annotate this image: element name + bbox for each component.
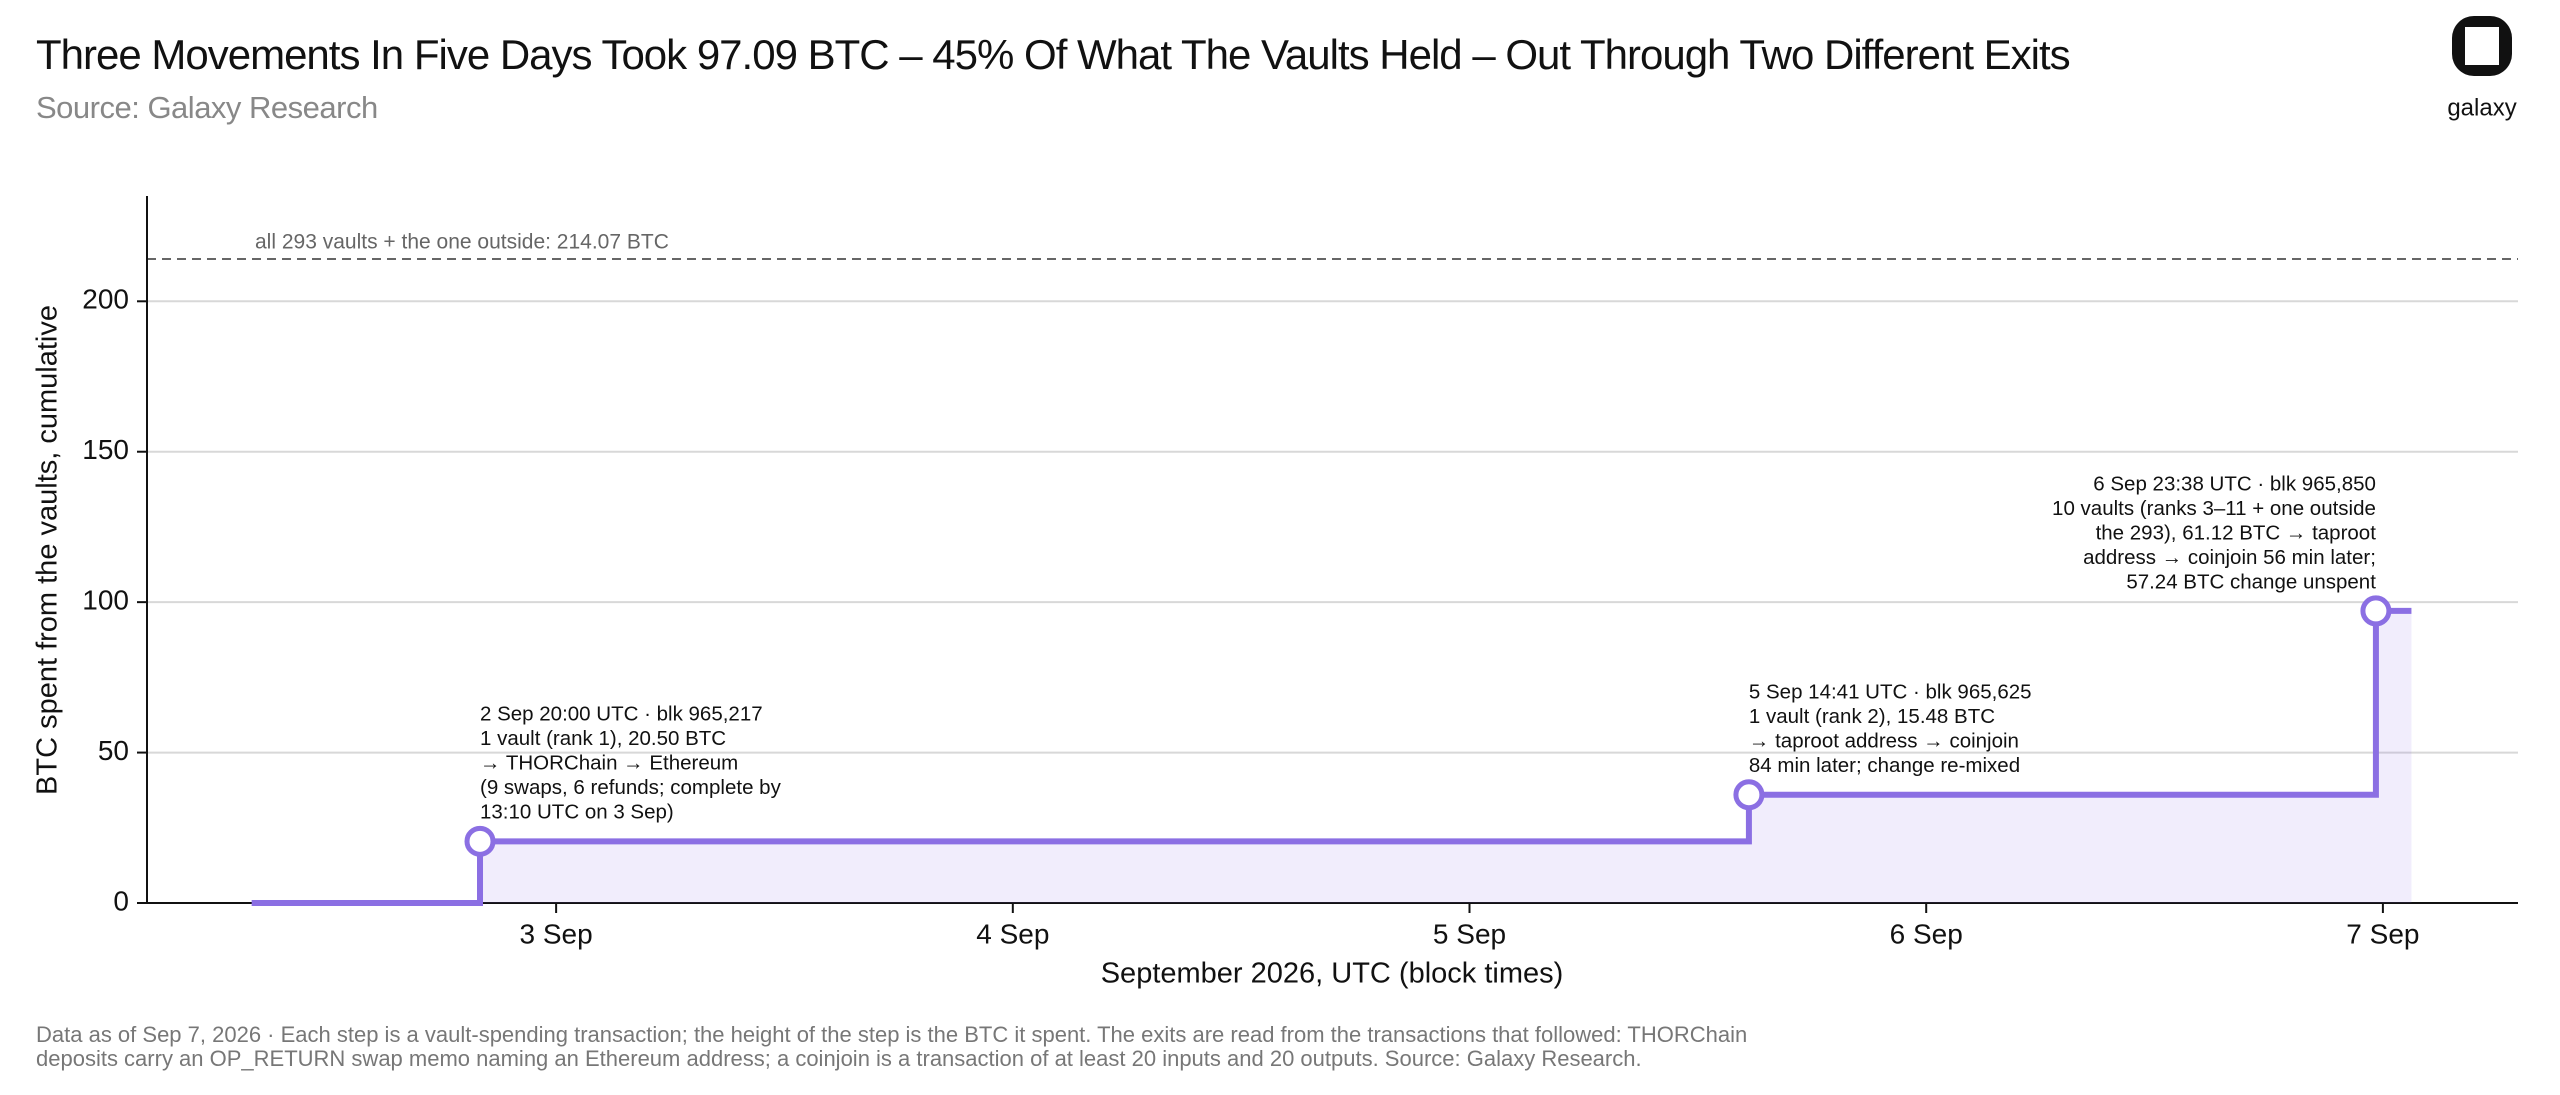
- logo-mark-inner: [2465, 27, 2499, 65]
- title: Three Movements In Five Days Took 97.09 …: [36, 31, 2070, 78]
- annotation-line: 84 min later; change re-mixed: [1749, 754, 2020, 777]
- x-tick-label: 5 Sep: [1433, 918, 1506, 949]
- x-tick-label: 4 Sep: [976, 918, 1049, 949]
- step-line: [251, 607, 2412, 906]
- annotation-line: address → coinjoin 56 min later;: [2083, 546, 2376, 569]
- event-marker: [1733, 779, 1765, 811]
- event-marker: [2360, 595, 2392, 627]
- reference-label: all 293 vaults + the one outside: 214.07…: [255, 231, 669, 254]
- annotation-line: 5 Sep 14:41 UTC · blk 965,625: [1749, 681, 2032, 704]
- y-tick-label: 200: [82, 284, 129, 315]
- annotation-line: 13:10 UTC on 3 Sep): [480, 801, 674, 824]
- annotation-line: 6 Sep 23:38 UTC · blk 965,850: [2093, 472, 2376, 495]
- annotation-line: the 293), 61.12 BTC → taproot: [2096, 521, 2377, 544]
- x-tick-label: 6 Sep: [1890, 918, 1963, 949]
- x-tick-label: 7 Sep: [2346, 918, 2419, 949]
- x-tick-label: 3 Sep: [520, 918, 593, 949]
- y-tick-label: 50: [98, 735, 129, 766]
- annotation-line: 1 vault (rank 1), 20.50 BTC: [480, 727, 726, 750]
- annotation-line: 1 vault (rank 2), 15.48 BTC: [1749, 705, 1995, 728]
- annotation-line: 10 vaults (ranks 3–11 + one outside: [2052, 497, 2376, 520]
- annotation-line: → taproot address → coinjoin: [1749, 730, 2019, 753]
- logo-text: galaxy: [2447, 94, 2516, 121]
- y-tick-label: 0: [113, 885, 129, 916]
- annotation-line: 2 Sep 20:00 UTC · blk 965,217: [480, 703, 763, 726]
- subtitle: Source: Galaxy Research: [36, 90, 378, 125]
- y-axis-label: BTC spent from the vaults, cumulative: [32, 305, 64, 795]
- annotation-line: (9 swaps, 6 refunds; complete by: [480, 776, 782, 799]
- annotation-line: → THORChain → Ethereum: [480, 752, 738, 775]
- event-marker: [464, 825, 496, 857]
- annotation-line: 57.24 BTC change unspent: [2126, 570, 2376, 593]
- footer-line: deposits carry an OP_RETURN swap memo na…: [36, 1046, 1642, 1071]
- y-tick-label: 150: [82, 434, 129, 465]
- area: [251, 610, 2412, 903]
- x-axis-label: September 2026, UTC (block times): [1101, 958, 1564, 990]
- y-tick-label: 100: [82, 585, 129, 616]
- footer-line: Data as of Sep 7, 2026 · Each step is a …: [36, 1022, 1747, 1047]
